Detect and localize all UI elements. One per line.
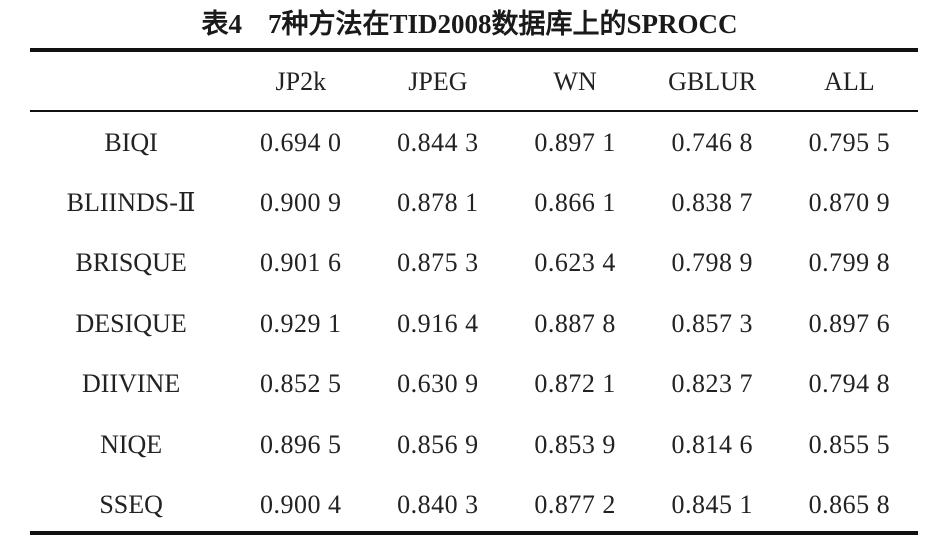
value-cell: 0.840 3 bbox=[397, 490, 479, 520]
table-row: BRISQUE 0.901 6 0.875 3 0.623 4 0.798 9 … bbox=[30, 233, 918, 294]
header-cell-gblur: GBLUR bbox=[668, 67, 757, 96]
method-name: SSEQ bbox=[99, 490, 163, 520]
value-cell: 0.799 8 bbox=[808, 248, 891, 278]
table-header: JP2k JPEG WN GBLUR ALL bbox=[30, 52, 918, 112]
value-cell: 0.865 8 bbox=[808, 490, 891, 520]
value-cell: 0.845 1 bbox=[671, 490, 753, 520]
method-name: BIQI bbox=[104, 128, 158, 158]
value-cell: 0.794 8 bbox=[808, 369, 891, 399]
value-cell: 0.900 4 bbox=[260, 490, 342, 520]
value-cell: 0.630 9 bbox=[397, 369, 479, 399]
table-number: 表4 bbox=[201, 9, 242, 39]
table-row: DIIVINE 0.852 5 0.630 9 0.872 1 0.823 7 … bbox=[30, 354, 918, 415]
value-cell: 0.870 9 bbox=[808, 187, 891, 217]
bottom-rule bbox=[30, 531, 918, 535]
header-cell-jp2k: JP2k bbox=[275, 67, 327, 96]
method-name: BRISQUE bbox=[75, 248, 187, 278]
value-cell: 0.887 8 bbox=[534, 308, 616, 338]
method-name: DIIVINE bbox=[82, 369, 181, 399]
value-cell: 0.852 5 bbox=[260, 369, 342, 399]
value-cell: 0.878 1 bbox=[397, 187, 479, 217]
results-table: JP2k JPEG WN GBLUR ALL BIQI 0.694 0 0.84… bbox=[30, 52, 918, 536]
value-cell: 0.872 1 bbox=[534, 369, 616, 399]
table-row: SSEQ 0.900 4 0.840 3 0.877 2 0.845 1 0.8… bbox=[30, 475, 918, 536]
value-cell: 0.853 9 bbox=[534, 429, 616, 459]
method-name: BLIINDS-Ⅱ bbox=[66, 187, 196, 217]
value-cell: 0.798 9 bbox=[671, 248, 753, 278]
value-cell: 0.896 5 bbox=[260, 429, 342, 459]
table-title: 7种方法在TID2008数据库上的SPROCC bbox=[267, 9, 738, 39]
value-cell: 0.694 0 bbox=[260, 128, 342, 158]
value-cell: 0.855 5 bbox=[808, 429, 891, 459]
value-cell: 0.877 2 bbox=[534, 490, 616, 520]
header-cell-method bbox=[30, 52, 232, 112]
header-rule bbox=[30, 110, 918, 112]
value-cell: 0.838 7 bbox=[671, 187, 753, 217]
value-cell: 0.901 6 bbox=[260, 248, 342, 278]
value-cell: 0.929 1 bbox=[260, 308, 342, 338]
value-cell: 0.795 5 bbox=[808, 128, 891, 158]
header-cell-jpeg: JPEG bbox=[408, 67, 468, 96]
value-cell: 0.844 3 bbox=[397, 128, 479, 158]
value-cell: 0.823 7 bbox=[671, 369, 753, 399]
value-cell: 0.814 6 bbox=[671, 429, 753, 459]
table-body: BIQI 0.694 0 0.844 3 0.897 1 0.746 8 0.7… bbox=[30, 112, 918, 536]
value-cell: 0.856 9 bbox=[397, 429, 479, 459]
header-row: JP2k JPEG WN GBLUR ALL bbox=[30, 52, 918, 112]
value-cell: 0.866 1 bbox=[534, 187, 616, 217]
table-caption: 表4 7种方法在TID2008数据库上的SPROCC bbox=[0, 4, 939, 44]
method-name: DESIQUE bbox=[75, 308, 187, 338]
table-row: BLIINDS-Ⅱ 0.900 9 0.878 1 0.866 1 0.838 … bbox=[30, 173, 918, 234]
table-row: NIQE 0.896 5 0.856 9 0.853 9 0.814 6 0.8… bbox=[30, 415, 918, 476]
value-cell: 0.897 6 bbox=[808, 308, 891, 338]
value-cell: 0.900 9 bbox=[260, 187, 342, 217]
value-cell: 0.897 1 bbox=[534, 128, 616, 158]
value-cell: 0.623 4 bbox=[534, 248, 616, 278]
value-cell: 0.857 3 bbox=[671, 308, 753, 338]
method-name: NIQE bbox=[100, 429, 163, 459]
top-rule bbox=[30, 48, 918, 52]
table-row: BIQI 0.694 0 0.844 3 0.897 1 0.746 8 0.7… bbox=[30, 112, 918, 173]
value-cell: 0.916 4 bbox=[397, 308, 479, 338]
value-cell: 0.746 8 bbox=[671, 128, 753, 158]
value-cell: 0.875 3 bbox=[397, 248, 479, 278]
header-cell-wn: WN bbox=[553, 67, 597, 96]
header-cell-all: ALL bbox=[824, 67, 875, 96]
table-row: DESIQUE 0.929 1 0.916 4 0.887 8 0.857 3 … bbox=[30, 294, 918, 355]
